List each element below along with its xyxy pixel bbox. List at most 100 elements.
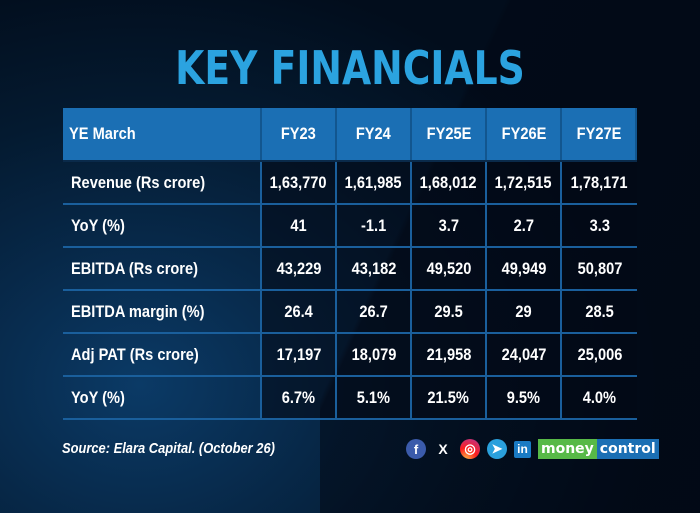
cell-value: 9.5% (506, 387, 541, 407)
instagram-icon[interactable]: ◎ (460, 439, 480, 459)
table-cell: -1.1 (337, 205, 412, 246)
cell-value: 1,68,012 (420, 172, 477, 192)
logo-part-control: control (596, 439, 659, 459)
row-label: EBITDA margin (%) (63, 291, 262, 332)
table-cell: 3.7 (412, 205, 487, 246)
table-cell: 26.4 (262, 291, 337, 332)
cell-value: 6.7% (281, 387, 316, 407)
telegram-icon[interactable]: ➤ (487, 439, 507, 459)
cell-value: 43,182 (351, 258, 396, 278)
table-cell: 29.5 (412, 291, 487, 332)
header-cell: FY23 (262, 108, 337, 160)
row-label-text: EBITDA margin (%) (71, 301, 205, 321)
table-cell: 3.3 (562, 205, 637, 246)
table-cell: 1,78,171 (562, 162, 637, 203)
source-text: Source: Elara Capital. (October 26) (62, 440, 275, 457)
table-cell: 17,197 (262, 334, 337, 375)
linkedin-icon[interactable]: in (514, 440, 531, 458)
cell-value: 50,807 (577, 258, 622, 278)
cell-value: 1,72,515 (495, 172, 552, 192)
table-cell: 1,72,515 (487, 162, 562, 203)
cell-value: 29 (515, 301, 532, 321)
table-cell: 29 (487, 291, 562, 332)
row-label: YoY (%) (63, 377, 262, 418)
row-label-text: Adj PAT (Rs crore) (71, 344, 199, 364)
table-cell: 49,949 (487, 248, 562, 289)
table-row: Adj PAT (Rs crore) 17,197 18,079 21,958 … (63, 334, 637, 377)
telegram-glyph: ➤ (491, 441, 503, 456)
cell-value: 26.7 (359, 301, 388, 321)
table-cell: 2.7 (487, 205, 562, 246)
moneycontrol-logo: money control (538, 439, 659, 459)
table-row: EBITDA (Rs crore) 43,229 43,182 49,520 4… (63, 248, 637, 291)
instagram-glyph: ◎ (464, 441, 476, 456)
table-cell: 9.5% (487, 377, 562, 418)
x-glyph: X (438, 441, 448, 457)
table-row: EBITDA margin (%) 26.4 26.7 29.5 29 28.5 (63, 291, 637, 334)
table-cell: 21.5% (412, 377, 487, 418)
cell-value: 3.7 (438, 215, 459, 235)
header-cell: FY27E (562, 108, 637, 160)
page-title: KEY FINANCIALS (175, 41, 525, 95)
cell-value: 21,958 (426, 344, 471, 364)
table-row: Revenue (Rs crore) 1,63,770 1,61,985 1,6… (63, 162, 637, 205)
table-cell: 43,182 (337, 248, 412, 289)
header-label: YE March (69, 124, 136, 143)
table-cell: 50,807 (562, 248, 637, 289)
cell-value: 21.5% (427, 387, 470, 407)
logo-part-money: money (538, 439, 597, 459)
row-label: EBITDA (Rs crore) (63, 248, 262, 289)
linkedin-glyph: in (517, 442, 528, 456)
row-label: Adj PAT (Rs crore) (63, 334, 262, 375)
table-cell: 43,229 (262, 248, 337, 289)
cell-value: 1,61,985 (345, 172, 402, 192)
cell-value: 18,079 (351, 344, 396, 364)
header-label: FY23 (281, 124, 316, 143)
header-label: FY26E (501, 124, 546, 143)
cell-value: -1.1 (360, 215, 387, 235)
table-cell: 4.0% (562, 377, 637, 418)
cell-value: 41 (290, 215, 307, 235)
cell-value: 25,006 (577, 344, 622, 364)
header-cell: FY24 (337, 108, 412, 160)
cell-value: 24,047 (501, 344, 546, 364)
row-label-text: EBITDA (Rs crore) (71, 258, 198, 278)
cell-value: 2.7 (513, 215, 534, 235)
header-cell: FY26E (487, 108, 562, 160)
table-cell: 6.7% (262, 377, 337, 418)
table-cell: 1,68,012 (412, 162, 487, 203)
table-cell: 5.1% (337, 377, 412, 418)
table-cell: 24,047 (487, 334, 562, 375)
table-header-row: YE March FY23 FY24 FY25E FY26E FY27E (63, 108, 637, 162)
table-cell: 49,520 (412, 248, 487, 289)
social-links: f X ◎ ➤ in money control (406, 438, 659, 460)
row-label: Revenue (Rs crore) (63, 162, 262, 203)
row-label: YoY (%) (63, 205, 262, 246)
table-cell: 28.5 (562, 291, 637, 332)
header-cell: YE March (63, 108, 262, 160)
header-cell: FY25E (412, 108, 487, 160)
financials-table: YE March FY23 FY24 FY25E FY26E FY27E Rev… (63, 108, 637, 420)
x-icon[interactable]: X (433, 439, 453, 459)
table-row: YoY (%) 41 -1.1 3.7 2.7 3.3 (63, 205, 637, 248)
cell-value: 49,949 (501, 258, 546, 278)
header-label: FY25E (426, 124, 471, 143)
cell-value: 29.5 (434, 301, 463, 321)
row-label-text: YoY (%) (71, 387, 125, 407)
table-cell: 21,958 (412, 334, 487, 375)
cell-value: 49,520 (426, 258, 471, 278)
table-row: YoY (%) 6.7% 5.1% 21.5% 9.5% 4.0% (63, 377, 637, 420)
cell-value: 4.0% (582, 387, 617, 407)
facebook-icon[interactable]: f (406, 439, 426, 459)
cell-value: 43,229 (276, 258, 321, 278)
row-label-text: Revenue (Rs crore) (71, 172, 206, 192)
cell-value: 17,197 (276, 344, 321, 364)
cell-value: 26.4 (284, 301, 313, 321)
source-note: Source: Elara Capital. (October 26) (62, 440, 310, 457)
table-cell: 1,63,770 (262, 162, 337, 203)
cell-value: 28.5 (585, 301, 614, 321)
table-cell: 41 (262, 205, 337, 246)
row-label-text: YoY (%) (71, 215, 125, 235)
facebook-glyph: f (413, 441, 419, 457)
table-cell: 18,079 (337, 334, 412, 375)
